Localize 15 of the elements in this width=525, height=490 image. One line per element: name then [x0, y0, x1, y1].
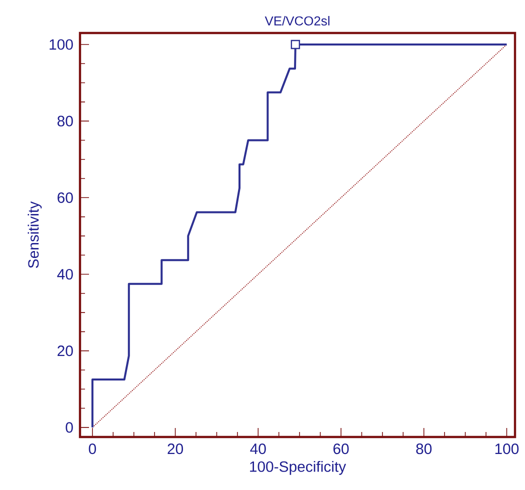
x-tick-label: 20	[168, 444, 184, 454]
y-tick-label: 60	[58, 192, 73, 203]
y-tick-label: 0	[66, 422, 73, 433]
x-tick-label: 80	[416, 444, 432, 454]
x-tick-label: 0	[88, 444, 96, 454]
y-tick-label: 80	[58, 116, 73, 126]
y-axis-title: Sensitivity	[28, 201, 42, 268]
x-tick-label: 40	[250, 444, 266, 454]
y-tick-label: 40	[57, 268, 73, 280]
chart-title: VE/VCO2sl	[264, 16, 330, 26]
x-tick-label: 60	[333, 444, 349, 454]
y-tick-label: 20	[58, 346, 73, 356]
x-axis-title: 100-Specificity	[250, 460, 346, 475]
y-tick-label: 100	[50, 39, 73, 50]
x-tick-label: 100	[495, 444, 519, 454]
